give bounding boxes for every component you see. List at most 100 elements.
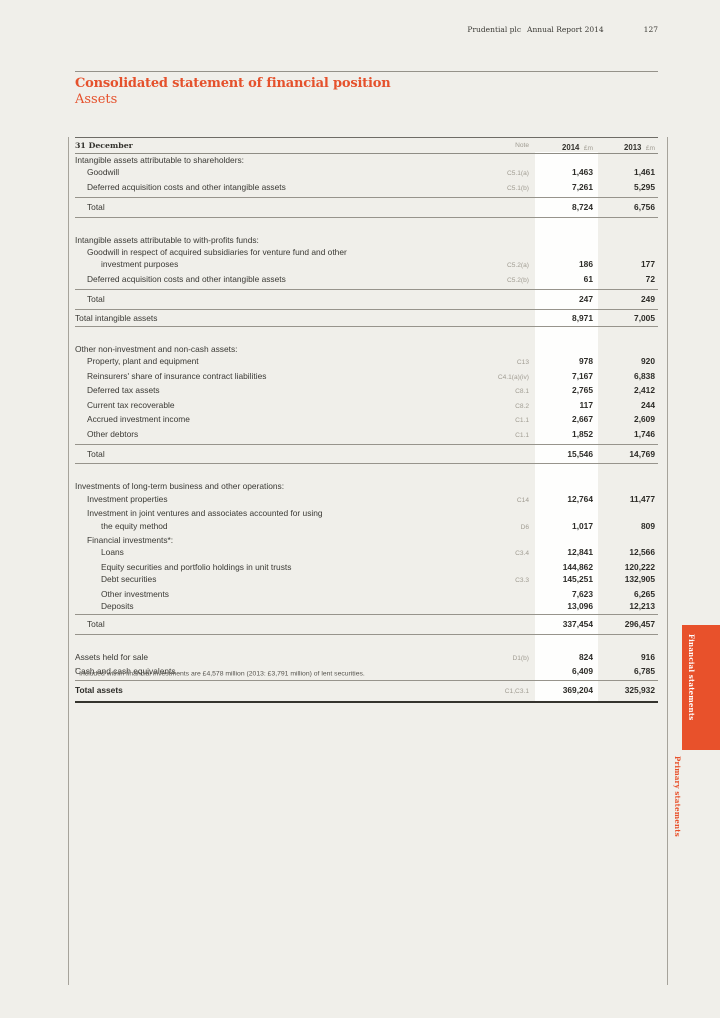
- table-row: the equity method D6 1,017 809: [75, 520, 658, 534]
- row-value-2013: 2,412: [634, 385, 655, 396]
- row-value-2013: 249: [641, 294, 655, 305]
- table-rows: Intangible assets attributable to shareh…: [75, 154, 658, 703]
- table-row: Intangible assets attributable to with-p…: [75, 234, 658, 246]
- row-value-2013: 916: [641, 651, 655, 662]
- table-row: Other investments 7,623 6,265: [75, 588, 658, 600]
- row-label: Other debtors: [87, 428, 139, 439]
- row-value-2014: 7,623: [572, 588, 593, 599]
- row-label: Deferred acquisition costs and other int…: [87, 273, 286, 284]
- table-row: Assets held for sale D1(b) 824 916: [75, 651, 658, 665]
- row-note: D1(b): [512, 654, 530, 662]
- table-row: Investment in joint ventures and associa…: [75, 507, 658, 519]
- table-gap: [75, 327, 658, 343]
- table-row: Total intangible assets 8,971 7,005: [75, 310, 658, 328]
- row-label: Total: [87, 294, 105, 305]
- page-number: 127: [643, 25, 658, 34]
- row-value-2014: 337,454: [562, 619, 593, 630]
- row-label: Goodwill: [87, 167, 120, 178]
- table-header-row: 31 December Note 2014 £m 2013 £m: [75, 137, 658, 154]
- table-gap: [75, 635, 658, 651]
- row-value-2013: 244: [641, 399, 655, 410]
- row-value-2014: 61: [583, 273, 593, 284]
- row-label: Deferred acquisition costs and other int…: [87, 181, 286, 192]
- left-column-guide: [68, 137, 69, 985]
- row-value-2013: 12,213: [629, 600, 655, 611]
- row-note: C4.1(a)(iv): [497, 373, 529, 381]
- row-label: Total: [87, 619, 105, 630]
- row-note: C5.1(b): [507, 184, 529, 192]
- row-value-2013: 132,905: [624, 574, 655, 585]
- row-value-2013: 920: [641, 356, 655, 367]
- row-value-2013: 6,265: [634, 588, 655, 599]
- row-note: C1.1: [515, 417, 529, 425]
- table-row: investment purposes C5.2(a) 186 177: [75, 258, 658, 272]
- table-gap: [75, 464, 658, 480]
- table-row: Goodwill in respect of acquired subsidia…: [75, 246, 658, 258]
- footnote: * Included within financial investments a…: [75, 668, 635, 677]
- row-value-2013: 1,746: [634, 428, 655, 439]
- report-title: Annual Report 2014: [527, 25, 604, 34]
- row-label: Equity securities and portfolio holdings…: [101, 561, 292, 572]
- row-label: Investments of long-term business and ot…: [75, 481, 285, 492]
- table-row: Loans C3.4 12,841 12,566: [75, 546, 658, 560]
- row-value-2014: 369,204: [562, 684, 593, 695]
- table-row: Cash and cash equivalents 6,409 6,785: [75, 665, 658, 677]
- row-value-2014: 8,971: [572, 312, 593, 323]
- tab-financial-statements-label: Financial statements: [687, 634, 696, 721]
- table-row: Reinsurers' share of insurance contract …: [75, 370, 658, 384]
- row-label: Current tax recoverable: [87, 399, 175, 410]
- row-note: C13: [516, 359, 529, 367]
- row-value-2014: 117: [579, 399, 593, 410]
- row-note: C5.2(b): [507, 276, 529, 284]
- column-header-note: Note: [515, 142, 529, 149]
- row-label: Total assets: [75, 684, 123, 695]
- row-label: Loans: [101, 547, 124, 558]
- row-label: Financial investments*:: [87, 534, 174, 545]
- page-header: Prudential plc Annual Report 2014 127: [75, 25, 658, 34]
- table-row: Total assets C1,C3.1 369,204 325,932: [75, 679, 658, 703]
- row-note: D6: [520, 523, 529, 531]
- table-row: Intangible assets attributable to shareh…: [75, 154, 658, 166]
- row-value-2013: 12,566: [629, 547, 655, 558]
- footnote-marker: *: [75, 668, 78, 674]
- row-note: C14: [516, 496, 529, 504]
- row-value-2013: 6,838: [634, 370, 655, 381]
- row-note: C1,C3.1: [504, 687, 529, 695]
- row-value-2013: 809: [641, 520, 655, 531]
- row-label: Intangible assets attributable to shareh…: [75, 155, 245, 165]
- table-row: Debt securities C3.3 145,251 132,905: [75, 573, 658, 587]
- row-note: C8.1: [515, 388, 529, 396]
- row-value-2014: 145,251: [562, 574, 593, 585]
- table-row: Current tax recoverable C8.2 117 244: [75, 399, 658, 413]
- row-value-2013: 120,222: [624, 561, 655, 572]
- row-note: C3.3: [515, 577, 529, 585]
- page-subtitle: Assets: [75, 92, 118, 107]
- table-row: Goodwill C5.1(a) 1,463 1,461: [75, 166, 658, 180]
- right-column-guide: [667, 137, 668, 985]
- tab-primary-statements[interactable]: Primary statements: [673, 756, 682, 837]
- row-value-2014: 144,862: [562, 561, 593, 572]
- row-value-2014: 7,167: [572, 370, 593, 381]
- row-value-2014: 1,852: [572, 428, 593, 439]
- table-row: Total 15,546 14,769: [75, 443, 658, 465]
- table-row: Total 337,454 296,457: [75, 614, 658, 635]
- tab-financial-statements[interactable]: Financial statements: [682, 625, 720, 750]
- row-value-2014: 1,017: [572, 520, 593, 531]
- row-label: Intangible assets attributable to with-p…: [75, 234, 259, 245]
- row-value-2013: 5,295: [634, 181, 655, 192]
- row-label: Other non-investment and non-cash assets…: [75, 344, 238, 355]
- row-value-2014: 12,841: [567, 547, 593, 558]
- row-label: Total intangible assets: [75, 312, 158, 323]
- row-label: investment purposes: [101, 259, 179, 270]
- row-value-2013: 6,756: [634, 202, 655, 213]
- table-row: Deferred acquisition costs and other int…: [75, 273, 658, 287]
- row-note: C5.1(a): [507, 170, 529, 178]
- page-title: Consolidated statement of financial posi…: [75, 76, 391, 91]
- row-value-2014: 2,667: [572, 414, 593, 425]
- row-note: C5.2(a): [507, 262, 529, 270]
- table-row: Equity securities and portfolio holdings…: [75, 561, 658, 573]
- row-label: Reinsurers' share of insurance contract …: [87, 370, 267, 381]
- row-label: Cash and cash equivalents: [75, 666, 176, 677]
- footnote-text: Included within financial investments ar…: [79, 670, 365, 678]
- row-label: Investment properties: [87, 493, 168, 504]
